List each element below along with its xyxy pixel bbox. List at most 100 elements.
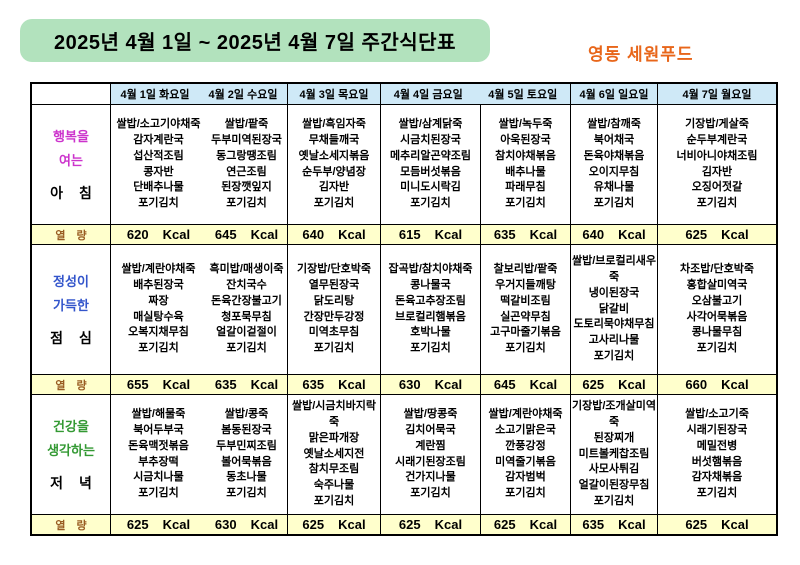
meal-label-line: 생각하는 bbox=[47, 443, 95, 458]
menu-item: 건가지나물 bbox=[405, 471, 456, 484]
kcal-cell-dinner-day5: 625 Kcal bbox=[480, 514, 570, 534]
menu-item: 오복지채무침 bbox=[128, 326, 189, 339]
menu-item: 유채나물 bbox=[593, 181, 635, 194]
menu-item: 소고기맑은국 bbox=[495, 423, 556, 436]
header-day-label: 4월 6일 일요일 bbox=[579, 89, 649, 101]
menu-item: 포기김치 bbox=[696, 342, 738, 355]
menu-item: 사모사튀김 bbox=[588, 463, 640, 476]
menu-item: 포기김치 bbox=[505, 197, 546, 210]
brand-logo: 영동 세원푸드 bbox=[588, 45, 694, 64]
menu-item: 잔치국수 bbox=[226, 278, 267, 291]
menu-item: 된장찌개 bbox=[593, 431, 635, 444]
kcal-unit: Kcal bbox=[250, 227, 279, 242]
menu-item: 홍합살미역국 bbox=[686, 278, 748, 291]
menu-item: 포기김치 bbox=[593, 350, 635, 363]
kcal-value: 625 bbox=[582, 377, 605, 392]
menu-item: 얼갈이겉절이 bbox=[216, 326, 277, 339]
menu-item: 도토리묵야채무침 bbox=[573, 318, 655, 331]
menu-item: 오삼불고기 bbox=[691, 294, 743, 307]
menu-item: 봄동된장국 bbox=[221, 423, 272, 436]
menu-item: 메밀전병 bbox=[696, 439, 738, 452]
menu-item: 감자범벅 bbox=[505, 471, 546, 484]
menu-item: 콩자반 bbox=[143, 165, 174, 178]
menu-item: 돈육고추장조림 bbox=[395, 294, 466, 307]
kcal-unit: Kcal bbox=[338, 517, 366, 532]
menu-item: 미니도시락김 bbox=[400, 181, 461, 194]
menu-item: 쌀밥/브로컬리새우죽 bbox=[572, 254, 657, 283]
kcal-unit: Kcal bbox=[250, 377, 279, 392]
kcal-cell-breakfast-day4: 615 Kcal bbox=[380, 224, 480, 244]
kcal-value: 625 bbox=[126, 517, 149, 532]
menu-item: 옛날소세지볶음 bbox=[298, 149, 370, 162]
kcal-value: 645 bbox=[493, 377, 516, 392]
menu-item: 감자계란국 bbox=[133, 133, 184, 146]
menu-item: 김자반 bbox=[701, 165, 733, 178]
menu-item: 쌀밥/시금치바지락죽 bbox=[291, 399, 376, 428]
kcal-cell-dinner-day6: 635 Kcal bbox=[570, 514, 657, 534]
menu-item: 우거지들깨탕 bbox=[495, 278, 556, 291]
kcal-cell-dinner-day4: 625 Kcal bbox=[380, 514, 480, 534]
menu-item: 포기김치 bbox=[410, 487, 451, 500]
kcal-value: 625 bbox=[685, 227, 708, 242]
header-day-label: 4월 5일 토요일 bbox=[488, 89, 558, 101]
menu-item: 포기김치 bbox=[313, 342, 355, 355]
menu-cell-dinner-day6: 기장밥/조개살미역죽 된장찌개 미트볼케찹조림 사모사튀김 얼갈이된장무침 포기김치 bbox=[570, 394, 657, 514]
menu-item: 김치어묵국 bbox=[405, 423, 456, 436]
weekly-menu-table: 4월 1일 화요일 4월 2일 수요일 4월 3일 목요일 4월 4일 금요일 … bbox=[30, 82, 778, 536]
menu-item: 포기김치 bbox=[410, 197, 451, 210]
menu-item: 섭산적조림 bbox=[133, 149, 184, 162]
kcal-cell-dinner-day7: 625 Kcal bbox=[657, 514, 776, 534]
menu-item: 김자반 bbox=[318, 181, 350, 194]
kcal-value: 640 bbox=[302, 227, 325, 242]
menu-item: 포기김치 bbox=[593, 495, 635, 508]
meal-label-line: 정성이 bbox=[53, 274, 89, 289]
menu-item: 미트볼케찹조림 bbox=[578, 447, 650, 460]
menu-item: 잡곡밥/참치야채죽 bbox=[388, 262, 473, 275]
menu-item: 배추나물 bbox=[505, 165, 546, 178]
meal-name: 점 심 bbox=[50, 330, 92, 346]
menu-item: 동그랑땡조림 bbox=[216, 149, 277, 162]
header-day-label: 4월 4일 금요일 bbox=[393, 89, 463, 101]
menu-item: 포기김치 bbox=[410, 342, 451, 355]
kcal-unit: Kcal bbox=[721, 517, 749, 532]
kcal-cell-breakfast-day6: 640 Kcal bbox=[570, 224, 657, 244]
menu-cell-breakfast-day7: 기장밥/게살죽 순두부계란국 너비아니야채조림 김자반 오징어젓갈 포기김치 bbox=[657, 104, 776, 224]
header-day-label: 4월 7일 월요일 bbox=[682, 89, 752, 101]
kcal-cell-dinner-day3: 625 Kcal bbox=[287, 514, 380, 534]
kcal-value: 635 bbox=[214, 377, 237, 392]
menu-item: 볼어묵볶음 bbox=[221, 455, 272, 468]
kcal-value: 655 bbox=[126, 377, 149, 392]
menu-item: 고구마줄기볶음 bbox=[490, 326, 561, 339]
kcal-row-label: 열 량 bbox=[32, 224, 110, 244]
menu-item: 돈육맥젓볶음 bbox=[128, 439, 189, 452]
meal-label-line: 가득한 bbox=[53, 298, 89, 313]
kcal-unit: Kcal bbox=[162, 227, 191, 242]
menu-item: 미역초무침 bbox=[308, 326, 360, 339]
menu-item: 콩나물국 bbox=[410, 278, 451, 291]
menu-item: 포기김치 bbox=[313, 495, 355, 508]
menu-item: 콩나물무침 bbox=[691, 326, 743, 339]
menu-item: 두부미역된장국 bbox=[211, 133, 282, 146]
menu-item: 간장만두강정 bbox=[303, 310, 365, 323]
menu-cell-dinner-day1: 쌀밥/해물죽 북어두부국 돈육맥젓볶음 부추장떡 시금치나물 포기김치 bbox=[110, 394, 206, 514]
menu-cell-breakfast-day4: 쌀밥/삼계닭죽 시금치된장국 메추리알곤약조림 모듬버섯볶음 미니도시락김 포기김치 bbox=[380, 104, 480, 224]
menu-item: 북어두부국 bbox=[133, 423, 184, 436]
menu-item: 포기김치 bbox=[696, 487, 738, 500]
kcal-row-label: 열 량 bbox=[32, 374, 110, 394]
menu-item: 깐풍강정 bbox=[505, 439, 546, 452]
menu-item: 쌀밥/흑임자죽 bbox=[302, 117, 366, 130]
menu-item: 숙주나물 bbox=[313, 479, 355, 492]
menu-item: 북어채국 bbox=[593, 133, 635, 146]
menu-cell-lunch-day1: 쌀밥/계란야채죽 배추된장국 짜장 매실탕수육 오복지채무침 포기김치 bbox=[110, 244, 206, 374]
kcal-cell-breakfast-day3: 640 Kcal bbox=[287, 224, 380, 244]
menu-item: 감자채볶음 bbox=[691, 471, 743, 484]
meal-label-line: 건강을 bbox=[53, 419, 89, 434]
meal-label-line: 행복을 bbox=[53, 129, 89, 144]
menu-item: 쌀밥/팥죽 bbox=[224, 117, 269, 130]
kcal-cell-lunch-day3: 635 Kcal bbox=[287, 374, 380, 394]
menu-item: 맑은파개장 bbox=[308, 431, 360, 444]
kcal-value: 635 bbox=[493, 227, 516, 242]
menu-item: 된장깻잎지 bbox=[221, 181, 272, 194]
menu-item: 시래기된장조림 bbox=[395, 455, 466, 468]
kcal-unit: Kcal bbox=[338, 377, 366, 392]
